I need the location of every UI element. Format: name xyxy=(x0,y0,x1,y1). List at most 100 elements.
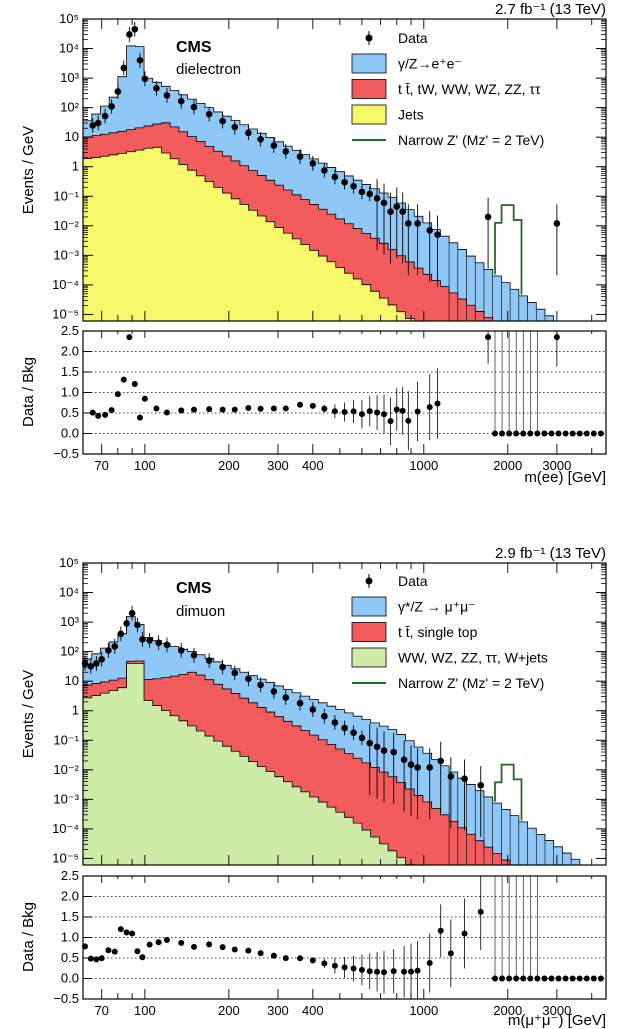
data-point xyxy=(331,719,339,726)
ratio-y-tick-label: 0.0 xyxy=(61,971,79,986)
data-point xyxy=(153,85,160,92)
ratio-point xyxy=(562,430,569,437)
legend: Data γ*/Z → μ⁺μ⁻ t t̄, single top WW, WZ, Z… xyxy=(351,573,548,691)
ratio-point xyxy=(434,400,441,407)
ratio-point xyxy=(120,376,127,383)
main-plot-area: 10⁻⁵ 10⁻⁴ 10⁻³ 10⁻² 10⁻¹ 1 10 10² 10³ 10⁴ 10⁵ xyxy=(52,11,607,322)
ratio-point xyxy=(257,405,264,412)
ratio-point xyxy=(123,929,130,936)
data-point xyxy=(93,660,100,667)
ratio-point xyxy=(321,405,328,412)
data-point xyxy=(477,781,485,789)
y-axis: 10⁻⁵ 10⁻⁴ 10⁻³ 10⁻² 10⁻¹ 1 10 10² 10³ 10⁴ 10⁵ xyxy=(52,555,606,865)
x-axis-label: m(ee) [GeV] xyxy=(524,469,606,486)
data-point xyxy=(380,747,388,754)
data-point xyxy=(399,208,406,216)
lumi-label: 2.7 fb⁻¹ (13 TeV) xyxy=(495,1,606,18)
ratio-point xyxy=(590,430,597,437)
ratio-point xyxy=(95,412,102,419)
ratio-y-tick-label: 0.5 xyxy=(61,405,79,420)
ratio-point xyxy=(131,381,138,388)
data-point xyxy=(321,167,328,174)
data-points xyxy=(89,21,561,287)
ratio-y-tick-label: 0.5 xyxy=(61,950,79,965)
legend-swatch-jets xyxy=(351,104,387,125)
ratio-point xyxy=(141,395,148,402)
data-point xyxy=(437,757,445,765)
ratio-y-tick-label: 1.0 xyxy=(61,385,79,400)
x-axis: 70 100 200 300 400 1000 2000 3000 xyxy=(82,331,593,473)
data-point xyxy=(393,203,401,210)
data-point xyxy=(331,173,339,181)
data-point xyxy=(484,213,492,221)
data-point xyxy=(177,97,185,105)
ratio-point xyxy=(548,430,555,437)
data-point xyxy=(117,630,125,638)
ratio-point xyxy=(541,975,548,982)
data-point xyxy=(426,227,434,234)
x-tick-label: 70 xyxy=(94,1003,108,1018)
data-point xyxy=(350,182,357,190)
x-tick-label: 400 xyxy=(302,458,324,473)
data-point xyxy=(231,123,239,131)
ratio-point xyxy=(426,404,433,411)
x-tick-label: 100 xyxy=(134,1003,156,1018)
data-point xyxy=(257,681,264,689)
y-tick-label: 10² xyxy=(60,644,79,659)
data-point xyxy=(105,647,112,654)
data-point xyxy=(126,31,133,38)
data-point xyxy=(309,706,317,713)
ratio-point xyxy=(245,404,252,411)
legend-swatch-dy xyxy=(351,53,387,74)
ratio-point xyxy=(485,334,492,341)
data-point xyxy=(341,724,348,732)
ratio-point xyxy=(309,957,316,964)
ratio-point xyxy=(405,417,412,424)
ratio-point xyxy=(129,930,136,937)
ratio-point xyxy=(358,966,365,973)
ratio-point xyxy=(98,955,105,962)
legend-data-marker xyxy=(365,577,373,585)
ratio-y-tick-label: −0.5 xyxy=(53,991,79,1006)
data-point xyxy=(296,699,304,707)
data-point xyxy=(128,609,136,617)
legend: Data γ/Z→e⁺e⁻ t t̄, tW, WW, WZ, ZZ, ττ Jets… xyxy=(351,30,544,148)
data-point xyxy=(87,662,95,670)
x-axis: 70 100 200 300 400 1000 2000 3000 xyxy=(82,876,593,1018)
ratio-point xyxy=(366,968,373,975)
data-point xyxy=(282,148,290,155)
ratio-point xyxy=(381,969,388,976)
data-point xyxy=(101,112,109,120)
x-tick-label: 3000 xyxy=(542,458,571,473)
data-point xyxy=(89,122,96,129)
ratio-point xyxy=(426,960,433,967)
ratio-point xyxy=(548,975,555,982)
ratio-point xyxy=(206,406,213,413)
ratio-point xyxy=(401,968,408,975)
x-tick-label: 400 xyxy=(302,1003,324,1018)
ratio-point xyxy=(541,430,548,437)
ratio-point xyxy=(134,948,141,955)
y-tick-label: 10⁻⁵ xyxy=(52,306,79,321)
dielectron-panel: 2.7 fb⁻¹ (13 TeV) 10⁻⁵10⁻⁴10⁻³10⁻²10⁻¹11… xyxy=(20,1,607,486)
ratio-point xyxy=(178,407,185,414)
ratio-point xyxy=(163,409,170,416)
ratio-point xyxy=(390,968,397,975)
ratio-point xyxy=(297,955,304,962)
data-point xyxy=(257,135,264,143)
data-point xyxy=(120,64,128,72)
ratio-point xyxy=(282,955,289,962)
ratio-point xyxy=(562,975,569,982)
ratio-point xyxy=(576,430,583,437)
legend-label: Narrow Z' (Mᴢ' = 2 TeV) xyxy=(398,675,544,691)
ratio-y-tick-label: 2.5 xyxy=(61,868,79,883)
ratio-plot-area: −0.5 0.0 0.5 1.0 1.5 2.0 2.5 70 100 200 300 400 100… xyxy=(53,323,607,473)
ratio-point xyxy=(569,975,576,982)
data-point xyxy=(163,641,171,649)
x-axis-ticks-main xyxy=(82,19,593,321)
y-tick-label: 10⁻⁴ xyxy=(52,821,79,836)
ratio-point xyxy=(117,926,124,933)
data-point xyxy=(146,637,153,644)
ratio-y-axis: −0.5 0.0 0.5 1.0 1.5 2.0 2.5 xyxy=(53,323,92,461)
y-tick-label: 10⁻⁴ xyxy=(52,277,79,292)
